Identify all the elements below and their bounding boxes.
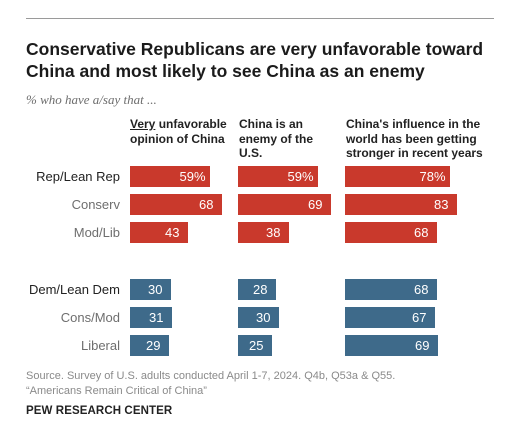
row-label-cons-mod: Cons/Mod <box>60 310 120 325</box>
source-note: Source. Survey of U.S. adults conducted … <box>26 369 395 399</box>
row-label-rep-lean-rep: Rep/Lean Rep <box>36 169 120 184</box>
row-label-conserv: Conserv <box>71 197 120 212</box>
bar-value-label: 30 <box>256 310 271 325</box>
bar-value-label: 68 <box>414 225 429 240</box>
source-line: Source. Survey of U.S. adults conducted … <box>26 370 396 382</box>
bar-value-label: 78% <box>419 169 446 184</box>
bar-col1-dem-lean-dem <box>130 279 171 300</box>
org-credit: PEW RESEARCH CENTER <box>26 405 173 417</box>
bar-value-label: 30 <box>148 282 163 297</box>
bar-col2-cons-mod <box>238 307 279 328</box>
bar-col1-conserv <box>130 194 222 215</box>
bar-value-label: 69 <box>308 197 323 212</box>
bar-value-label: 29 <box>146 338 161 353</box>
bar-value-label: 59% <box>179 169 206 184</box>
bar-value-label: 68 <box>414 282 429 297</box>
bar-col2-liberal <box>238 335 272 356</box>
row-label-liberal: Liberal <box>80 338 120 353</box>
bar-col2-rep-lean-rep <box>238 166 318 187</box>
bar-col2-mod-lib <box>238 222 289 243</box>
bar-col2-dem-lean-dem <box>238 279 276 300</box>
bar-value-label: 25 <box>249 338 264 353</box>
bar-col3-dem-lean-dem <box>345 279 437 300</box>
top-rule <box>26 18 494 19</box>
bar-col3-conserv <box>345 194 457 215</box>
bar-value-label: 69 <box>415 338 430 353</box>
chart-title: Conservative Republicans are very unfavo… <box>26 39 484 81</box>
column-header-text: unfavorable opinion of China <box>130 117 227 146</box>
bar-value-label: 68 <box>199 197 214 212</box>
row-label-mod-lib: Mod/Lib <box>73 225 120 240</box>
bar-value-label: 59% <box>287 169 314 184</box>
bar-col3-liberal <box>345 335 438 356</box>
bar-col3-cons-mod <box>345 307 435 328</box>
column-header-very-unfavorable: Very unfavorable opinion of China <box>130 117 235 146</box>
bar-col1-rep-lean-rep <box>130 166 210 187</box>
column-header-influence: China's influence in the world has been … <box>346 117 483 160</box>
bar-value-label: 43 <box>165 225 180 240</box>
chart-subtitle: % who have a/say that ... <box>26 92 157 107</box>
bar-value-label: 83 <box>434 197 449 212</box>
row-label-dem-lean-dem: Dem/Lean Dem <box>28 282 120 297</box>
bar-col1-liberal <box>130 335 169 356</box>
column-header-underlined: Very <box>130 117 156 131</box>
bar-value-label: 28 <box>253 282 268 297</box>
bar-value-label: 31 <box>149 310 164 325</box>
column-header-enemy: China is an enemy of the U.S. <box>239 117 314 160</box>
bar-value-label: 38 <box>266 225 281 240</box>
bar-value-label: 67 <box>412 310 427 325</box>
bar-col2-conserv <box>238 194 331 215</box>
report-title: “Americans Remain Critical of China” <box>26 385 207 397</box>
bar-col1-mod-lib <box>130 222 188 243</box>
bar-col1-cons-mod <box>130 307 172 328</box>
bar-col3-mod-lib <box>345 222 437 243</box>
bar-col3-rep-lean-rep <box>345 166 450 187</box>
